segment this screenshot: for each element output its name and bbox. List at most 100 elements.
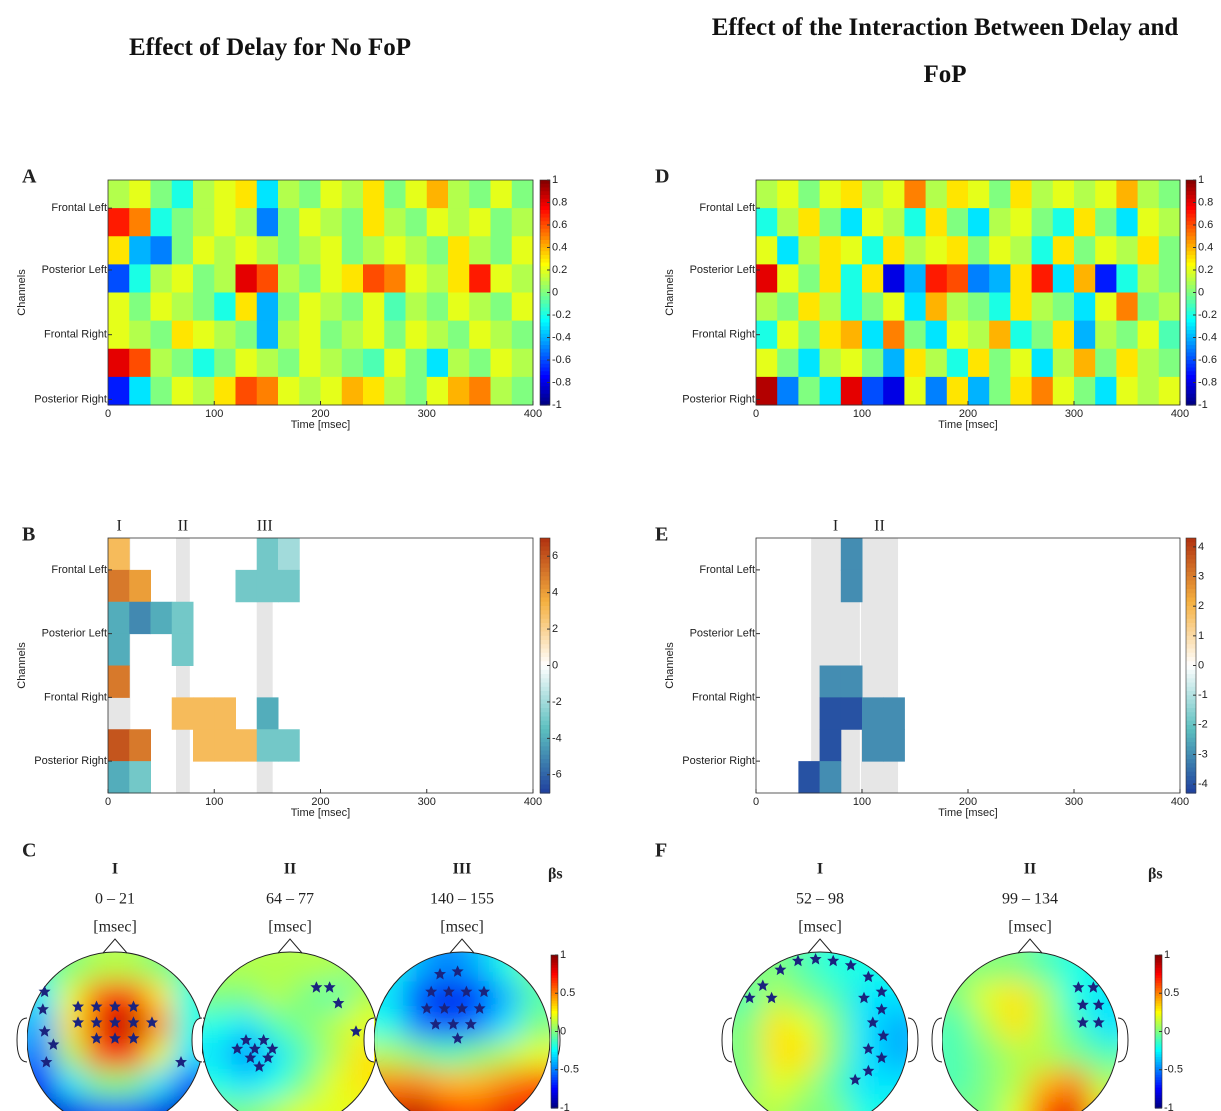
colorbar-segment bbox=[1155, 965, 1162, 969]
scalp-cell bbox=[432, 981, 463, 1012]
colorbar-segment bbox=[551, 1028, 558, 1033]
colorbar-segment bbox=[540, 375, 550, 380]
colorbar-segment bbox=[1186, 767, 1196, 773]
scalp-cell bbox=[1059, 952, 1090, 982]
heat-cell bbox=[883, 376, 905, 406]
heat-cell bbox=[256, 697, 279, 730]
scalp-cell bbox=[27, 952, 57, 982]
heat-cell bbox=[108, 665, 130, 698]
heat-cell bbox=[299, 180, 321, 209]
colorbar-tick-label: -4 bbox=[552, 732, 562, 744]
heat-cell bbox=[798, 208, 821, 237]
heat-cell bbox=[840, 538, 863, 571]
heat-cell bbox=[193, 208, 215, 237]
colorbar-segment bbox=[1186, 597, 1196, 603]
colorbar-segment bbox=[540, 788, 550, 794]
colorbar-segment bbox=[540, 695, 550, 701]
scalp-cell bbox=[374, 952, 404, 982]
colorbar-tick-label: 0.2 bbox=[1198, 264, 1213, 276]
colorbar-segment bbox=[1155, 1026, 1162, 1030]
colorbar-segment bbox=[1186, 623, 1196, 628]
heat-cell bbox=[171, 292, 194, 322]
heat-cell bbox=[1031, 376, 1054, 406]
scalp-cell bbox=[115, 1010, 145, 1041]
colorbar-segment bbox=[1155, 1059, 1162, 1063]
scalp-cell bbox=[1000, 981, 1031, 1012]
heat-cell bbox=[989, 208, 1011, 237]
heat-cell bbox=[968, 208, 990, 237]
y-tick-label: Posterior Left bbox=[690, 264, 755, 276]
heat-cell bbox=[819, 292, 842, 322]
heat-cell bbox=[1074, 236, 1096, 265]
scalp-cell bbox=[1000, 1098, 1031, 1111]
nose bbox=[277, 938, 303, 954]
x-tick-label: 0 bbox=[105, 408, 111, 420]
heat-cell bbox=[968, 236, 990, 265]
colorbar-segment bbox=[1186, 754, 1196, 760]
colorbar-segment bbox=[540, 635, 550, 641]
heat-cell bbox=[925, 348, 948, 378]
colorbar-tick-label: 1 bbox=[1198, 174, 1204, 186]
colorbar-segment bbox=[1186, 322, 1196, 327]
colorbar-segment bbox=[1186, 538, 1196, 543]
heat-cell bbox=[862, 348, 884, 378]
scalp-cell bbox=[1088, 1098, 1118, 1111]
heat-cell bbox=[278, 180, 300, 209]
colorbar-segment bbox=[1186, 725, 1196, 730]
y-tick-label: Frontal Left bbox=[51, 564, 107, 576]
heat-cell bbox=[256, 348, 279, 378]
scalp-cell bbox=[761, 952, 792, 982]
colorbar-segment bbox=[551, 965, 558, 969]
scalp-cell bbox=[1030, 1040, 1060, 1070]
heat-cell bbox=[235, 729, 258, 762]
colorbar-segment bbox=[1186, 771, 1196, 777]
colorbar-segment bbox=[1186, 285, 1196, 290]
colorbar-segment bbox=[540, 606, 550, 611]
heat-cell bbox=[108, 264, 130, 293]
colorbar-segment bbox=[1155, 983, 1162, 987]
heat-cell bbox=[129, 236, 151, 265]
heat-cell bbox=[1052, 320, 1075, 350]
heat-cell bbox=[777, 292, 799, 322]
scalp-cell bbox=[1088, 1010, 1118, 1041]
heat-cell bbox=[256, 729, 279, 762]
scalp-cell bbox=[319, 1040, 350, 1070]
colorbar-segment bbox=[540, 292, 550, 297]
heat-cell bbox=[490, 236, 513, 265]
scalp-cell bbox=[849, 1098, 880, 1111]
heat-cell bbox=[1137, 264, 1160, 293]
colorbar-segment bbox=[1186, 390, 1196, 395]
y-tick-label: Posterior Right bbox=[682, 393, 755, 405]
colorbar-segment bbox=[1186, 255, 1196, 260]
heat-cell bbox=[129, 729, 151, 762]
heat-cell bbox=[989, 320, 1011, 350]
heat-cell bbox=[129, 569, 151, 603]
heat-cell bbox=[469, 376, 491, 406]
heat-cell bbox=[777, 236, 799, 265]
scalp-cell bbox=[820, 1098, 850, 1111]
scalp-cell bbox=[1059, 1040, 1090, 1070]
heat-cell bbox=[426, 208, 449, 237]
heat-cell bbox=[108, 761, 130, 794]
scalp-cell bbox=[260, 1098, 291, 1111]
colorbar-segment bbox=[540, 665, 550, 671]
colorbar-segment bbox=[540, 183, 550, 189]
scalp-cell bbox=[761, 1098, 792, 1111]
scalp-cell bbox=[56, 1069, 87, 1100]
colorbar-segment bbox=[540, 618, 550, 624]
heat-cell bbox=[278, 264, 300, 293]
colorbar-segment bbox=[551, 970, 558, 974]
colorbar-segment bbox=[1186, 288, 1196, 294]
heat-cell bbox=[1010, 348, 1033, 378]
colorbar-tick-label: -1 bbox=[1198, 689, 1208, 701]
ear bbox=[16, 1017, 28, 1063]
scalp-cell bbox=[849, 1069, 880, 1100]
heat-cell bbox=[1116, 348, 1139, 378]
heat-cell bbox=[511, 264, 534, 293]
colorbar-segment bbox=[1155, 1016, 1162, 1020]
colorbar-segment bbox=[540, 750, 550, 756]
heat-cell bbox=[1010, 264, 1033, 293]
x-tick-label: 200 bbox=[959, 408, 977, 420]
scalp-cell bbox=[971, 981, 1002, 1012]
ear bbox=[363, 1017, 375, 1063]
